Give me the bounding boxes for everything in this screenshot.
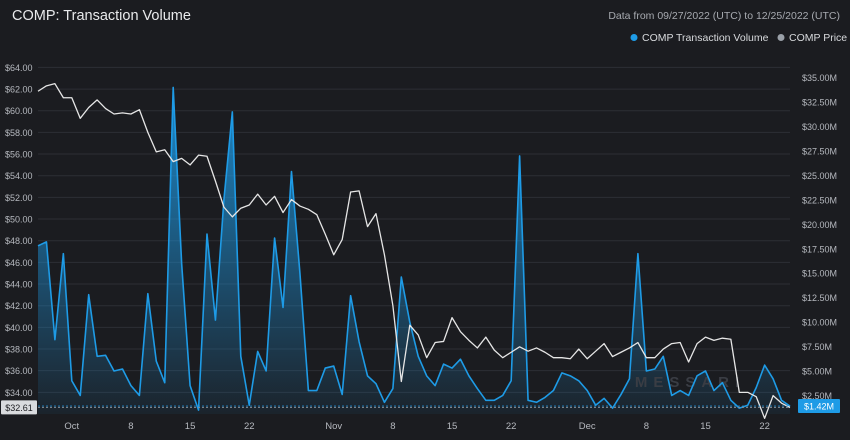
grid xyxy=(38,66,790,393)
legend-item-price[interactable]: COMP Price xyxy=(777,32,848,44)
x-tick-label: 8 xyxy=(644,421,649,432)
chart-subtitle: Data from 09/27/2022 (UTC) to 12/25/2022… xyxy=(608,10,840,22)
volume-line xyxy=(37,86,791,411)
x-tick-label: 15 xyxy=(700,421,711,432)
y-left-tick-label: $44.00 xyxy=(5,280,33,290)
price-current-label: $32.61 xyxy=(5,403,33,413)
y-left-tick-label: $42.00 xyxy=(5,301,33,311)
volume-area-layer xyxy=(38,87,790,415)
y-right-tick-label: $5.00M xyxy=(802,366,832,376)
price-current-badge xyxy=(1,400,37,415)
y-left-tick-label: $52.00 xyxy=(5,193,33,203)
x-tick-label: 22 xyxy=(506,421,517,432)
y-right-tick-label: $12.50M xyxy=(802,293,837,303)
volume-area xyxy=(38,87,790,415)
y-left-tick-label: $36.00 xyxy=(5,366,33,376)
chart-title: COMP: Transaction Volume xyxy=(12,8,191,24)
y-axis-right: $2.50M $5.00M $7.50M $10.00M $12.50M $15.00M $… xyxy=(802,73,837,401)
y-right-tick-label: $35.00M xyxy=(802,73,837,83)
y-right-tick-label: $17.50M xyxy=(802,244,837,254)
y-right-tick-label: $20.00M xyxy=(802,220,837,230)
price-line xyxy=(37,83,791,419)
x-tick-label: 15 xyxy=(447,421,458,432)
legend: COMP Transaction Volume COMP Price xyxy=(630,32,848,44)
current-value-badges: $32.61 $1.42M xyxy=(1,398,840,415)
y-right-tick-label: $15.00M xyxy=(802,269,837,279)
x-tick-label: 8 xyxy=(128,421,133,432)
x-tick-label: Oct xyxy=(64,421,79,432)
y-left-tick-label: $34.00 xyxy=(5,388,33,398)
x-tick-label: Dec xyxy=(579,421,596,432)
volume-current-label: $1.42M xyxy=(804,401,834,411)
y-left-tick-label: $64.00 xyxy=(5,63,33,73)
y-left-tick-label: $54.00 xyxy=(5,171,33,181)
watermark: MESSARI xyxy=(635,374,745,391)
legend-item-volume[interactable]: COMP Transaction Volume xyxy=(630,32,769,44)
y-right-tick-label: $30.00M xyxy=(802,122,837,132)
y-right-tick-label: $10.00M xyxy=(802,318,837,328)
legend-marker-price xyxy=(777,34,785,41)
x-tick-label: Nov xyxy=(325,421,342,432)
y-left-tick-label: $60.00 xyxy=(5,106,33,116)
x-axis: Oct 8 15 22 Nov 8 15 22 Dec 8 15 22 xyxy=(64,421,770,432)
y-right-tick-label: $32.50M xyxy=(802,98,837,108)
y-left-tick-label: $40.00 xyxy=(5,323,33,333)
y-right-tick-label: $27.50M xyxy=(802,146,837,156)
legend-label-price: COMP Price xyxy=(789,32,847,44)
y-left-tick-label: $56.00 xyxy=(5,150,33,160)
y-right-tick-label: $25.00M xyxy=(802,171,837,181)
y-left-tick-label: $46.00 xyxy=(5,258,33,268)
y-left-tick-label: $38.00 xyxy=(5,345,33,355)
y-left-tick-label: $58.00 xyxy=(5,128,33,138)
y-axis-left: $34.00 $36.00 $38.00 $40.00 $42.00 $44.00 $46.… xyxy=(5,63,33,398)
y-left-tick-label: $62.00 xyxy=(5,85,33,95)
y-left-tick-label: $48.00 xyxy=(5,236,33,246)
y-right-tick-label: $7.50M xyxy=(802,342,832,352)
legend-marker-volume xyxy=(630,34,638,41)
legend-label-volume: COMP Transaction Volume xyxy=(642,32,769,44)
y-left-tick-label: $50.00 xyxy=(5,215,33,225)
volume-current-badge xyxy=(798,398,840,413)
x-tick-label: 22 xyxy=(759,421,770,432)
x-tick-label: 8 xyxy=(390,421,395,432)
y-right-tick-label: $22.50M xyxy=(802,195,837,205)
y-right-tick-label: $2.50M xyxy=(802,391,832,401)
line-layer xyxy=(37,83,791,419)
x-tick-label: 22 xyxy=(244,421,255,432)
x-tick-label: 15 xyxy=(185,421,196,432)
